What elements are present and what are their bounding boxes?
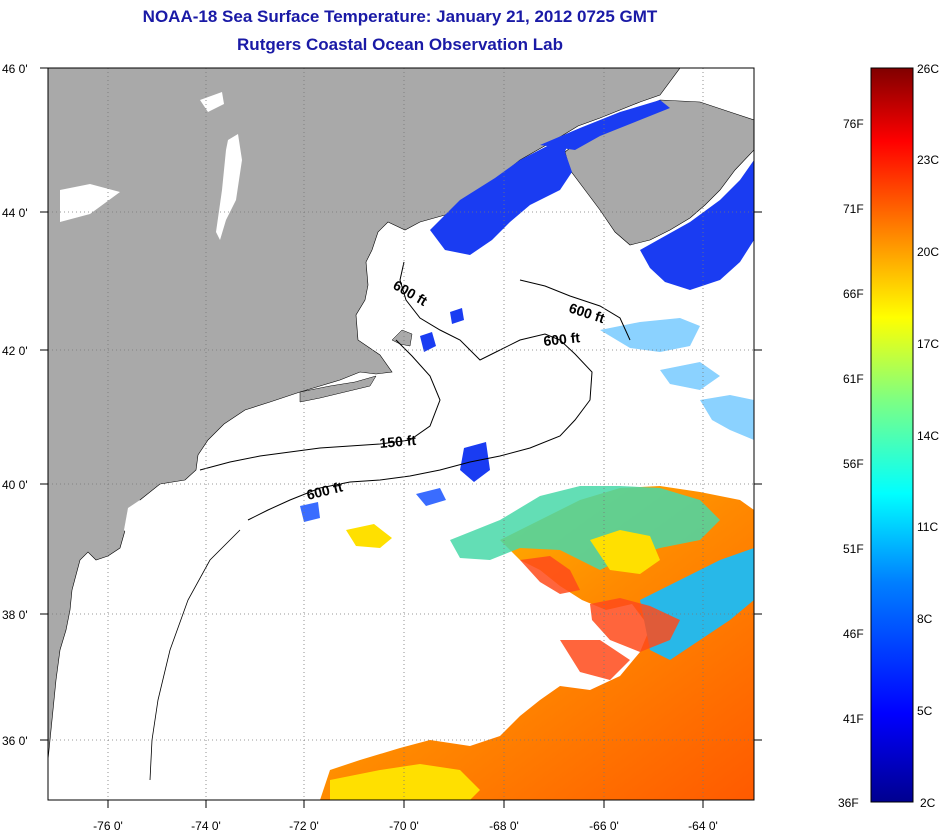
sst-scotian-shelf [640, 160, 754, 290]
lon-label: -70 0' [389, 819, 419, 833]
colorbar-c-label: 23C [917, 153, 940, 167]
colorbar-c-label: 2C [920, 796, 936, 810]
lat-label: 40 0' [2, 478, 28, 492]
colorbar-f-label: 66F [843, 287, 864, 301]
colorbar-c-label: 11C [917, 520, 939, 534]
sst-bay-fundy [540, 100, 670, 150]
map-subtitle: Rutgers Coastal Ocean Observation Lab [237, 35, 563, 54]
lake-shapes [60, 92, 242, 240]
colorbar-c-label: 14C [917, 429, 940, 443]
contour-600ft [247, 261, 593, 521]
land-nova-scotia [564, 99, 754, 246]
colorbar-f-label: 61F [843, 372, 864, 386]
lon-label: -68 0' [489, 819, 519, 833]
colorbar-c-label: 8C [917, 612, 933, 626]
lat-label: 42 0' [2, 344, 28, 358]
land-long-island [299, 375, 377, 403]
tick-marks [40, 67, 762, 808]
colorbar [870, 67, 914, 803]
plot-frame [47, 67, 755, 801]
sst-patch-small [420, 308, 490, 482]
lat-label: 36 0' [2, 734, 28, 748]
colorbar-f-label: 71F [843, 202, 864, 216]
sst-red-core [520, 556, 680, 680]
contour-label: 150 ft [379, 432, 417, 451]
lat-label: 46 0' [2, 62, 28, 76]
lat-label: 38 0' [2, 608, 28, 622]
colorbar-f-label: 46F [843, 627, 864, 641]
lon-label: -76 0' [93, 819, 123, 833]
lon-label: -74 0' [191, 819, 221, 833]
contour-150ft [199, 339, 441, 471]
lon-label: -66 0' [589, 819, 619, 833]
colorbar-f-label: 56F [843, 457, 864, 471]
contour-600ft-ne [519, 279, 631, 341]
colorbar-f-label: 51F [843, 542, 864, 556]
colorbar-f-label: 36F [838, 796, 859, 810]
sst-yellow-patches [330, 524, 660, 800]
colorbar-c-label: 20C [917, 245, 940, 259]
contour-label: 600 ft [543, 329, 581, 349]
colorbar-f-label: 76F [843, 117, 864, 131]
lat-label: 44 0' [2, 206, 28, 220]
sst-gulf-maine [430, 132, 572, 255]
colorbar-c-label: 5C [917, 704, 933, 718]
colorbar-c-label: 17C [917, 337, 940, 351]
sst-lightblue-patches [600, 318, 754, 440]
lon-label: -72 0' [289, 819, 319, 833]
sst-small-blue [300, 488, 446, 522]
colorbar-c-label: 26C [917, 62, 940, 76]
bay-chesapeake [78, 570, 104, 700]
colorbar-f-label: 41F [843, 712, 864, 726]
grid-lines [48, 68, 754, 800]
bay-delaware [124, 500, 146, 540]
lon-label: -64 0' [688, 819, 718, 833]
map-title: NOAA-18 Sea Surface Temperature: January… [142, 7, 658, 26]
